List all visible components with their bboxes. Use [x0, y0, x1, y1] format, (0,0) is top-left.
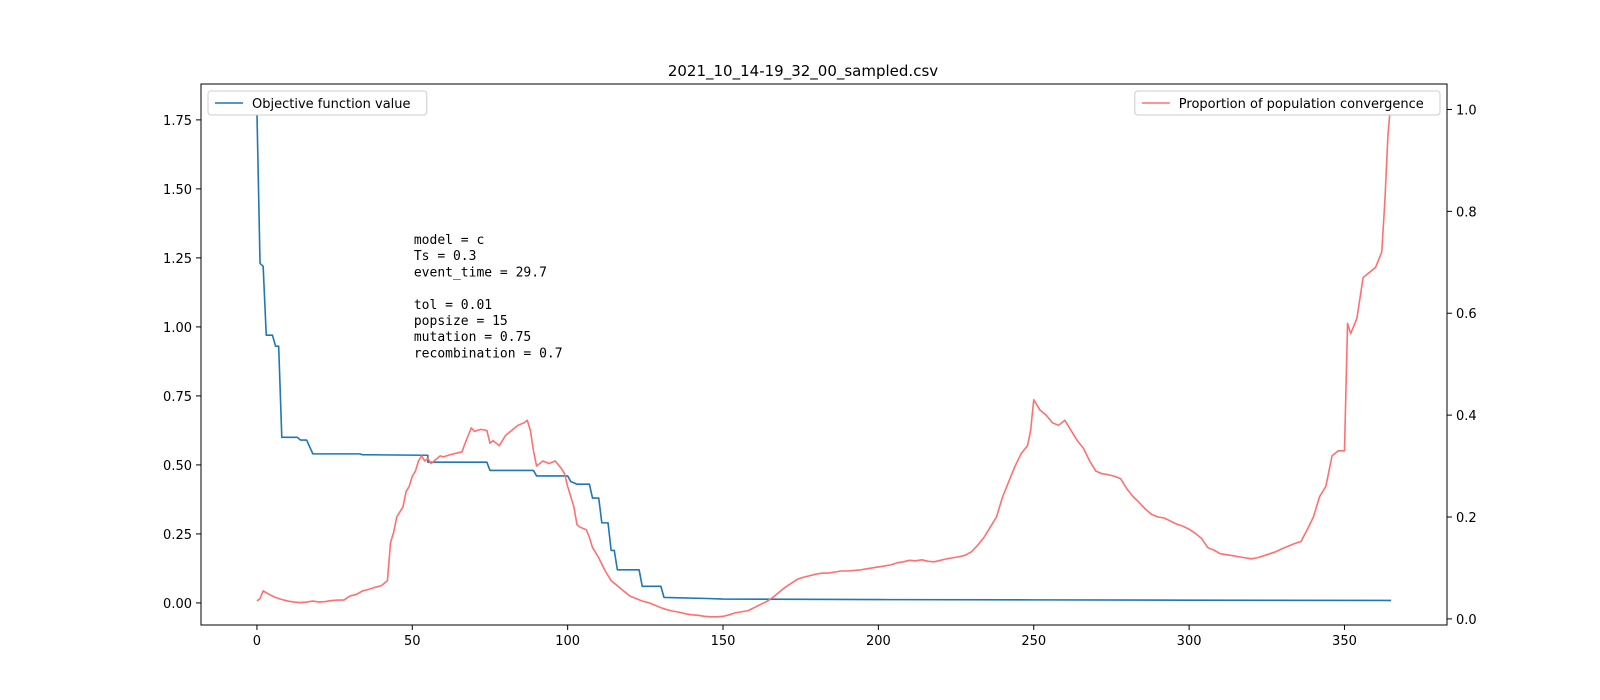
- annotation-line: Ts = 0.3: [414, 249, 477, 264]
- legend-box-convergence: [1134, 90, 1441, 116]
- y-tick-label: 0.25: [163, 528, 192, 543]
- legend-box-objective: [207, 90, 428, 116]
- annotation-line: tol = 0.01: [414, 298, 492, 313]
- y2-tick-label: 0.2: [1456, 511, 1477, 526]
- x-tick-label: 150: [711, 634, 736, 649]
- legend-label: Proportion of population convergence: [1179, 97, 1424, 112]
- x-tick-label: 100: [555, 634, 580, 649]
- y-tick-label: 0.75: [163, 390, 192, 405]
- convergence-line: [256, 99, 1392, 618]
- x-tick-label: 0: [253, 634, 261, 649]
- y2-tick-label: 0.6: [1456, 307, 1477, 322]
- x-tick-label: 50: [404, 634, 421, 649]
- y2-tick-label: 0.8: [1456, 205, 1477, 220]
- y2-tick-label: 0.0: [1456, 613, 1477, 628]
- y-tick-label: 0.00: [163, 597, 192, 612]
- annotation-line: recombination = 0.7: [414, 346, 563, 361]
- y-tick-label: 0.50: [163, 459, 192, 474]
- chart-title: 2021_10_14-19_32_00_sampled.csv: [668, 62, 938, 81]
- x-tick-label: 350: [1332, 634, 1357, 649]
- y2-tick-label: 0.4: [1456, 409, 1477, 424]
- y-tick-label: 1.00: [163, 321, 192, 336]
- x-tick-label: 200: [866, 634, 891, 649]
- series-layer: [256, 99, 1392, 618]
- y-tick-label: 1.50: [163, 183, 192, 198]
- legend-label: Objective function value: [252, 97, 411, 112]
- plot-frame: [200, 83, 1448, 626]
- y-tick-label: 1.75: [163, 114, 192, 129]
- y-tick-label: 1.25: [163, 252, 192, 267]
- legend-layer: Objective function value Proportion of po…: [207, 90, 1441, 116]
- y2-tick-label: 1.0: [1456, 103, 1477, 118]
- annotation-line: event_time = 29.7: [414, 265, 547, 280]
- axis-layer: 0 50 100 150 200 250 300 350 0.00 0.25 0.50 0.75 1.0…: [163, 103, 1477, 649]
- annotation-line: popsize = 15: [414, 314, 508, 329]
- objective-line: [256, 111, 1392, 602]
- x-tick-label: 300: [1177, 634, 1202, 649]
- annotation-line: model = c: [414, 233, 484, 248]
- x-tick-label: 250: [1021, 634, 1046, 649]
- annotation-line: mutation = 0.75: [414, 330, 531, 345]
